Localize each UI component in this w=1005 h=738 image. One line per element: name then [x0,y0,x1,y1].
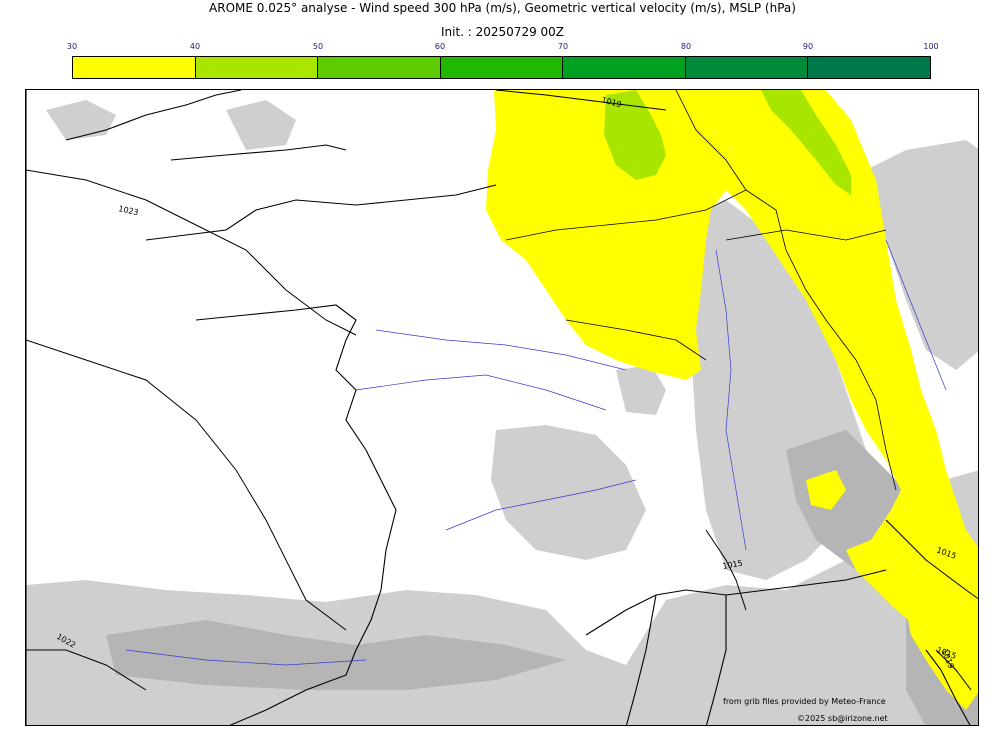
colorbar-segment-30-40 [73,57,196,78]
chart-title: AROME 0.025° analyse - Wind speed 300 hP… [209,1,796,15]
rivers [125,239,947,666]
colorbar-segment-60-70 [440,57,564,78]
colorbar-segment-80-90 [685,57,809,78]
data-source-credit: from grib files provided by Meteo-France [723,697,886,706]
colorbar-segment-40-50 [195,57,319,78]
colorbar [72,56,931,79]
map-canvas: 1019 1023 1015 1015 1022 1015 1019 [26,90,978,725]
colorbar-segment-70-80 [563,57,686,78]
weather-map[interactable]: 1019 1023 1015 1015 1022 1015 1019 [25,89,979,726]
colorbar-tick: 40 [189,42,201,51]
isobars [26,90,978,691]
colorbar-tick: 90 [802,42,814,51]
copyright-credit: ©2025 sb@irizone.net [797,714,888,723]
wind-speed-jet [486,90,978,710]
colorbar-tick: 80 [680,42,692,51]
colorbar-segment-90-100 [808,57,931,78]
isobar-label: 1015 [722,559,744,571]
colorbar-segment-50-60 [318,57,441,78]
isobar-label: 1023 [118,204,140,217]
colorbar-tick: 100 [923,42,939,51]
init-time: Init. : 20250729 00Z [440,25,565,39]
coastlines [26,90,971,725]
colorbar-tick: 60 [434,42,446,51]
colorbar-tick: 50 [312,42,324,51]
colorbar-tick: 30 [66,42,78,51]
country-borders [505,90,897,491]
colorbar-tick: 70 [557,42,569,51]
